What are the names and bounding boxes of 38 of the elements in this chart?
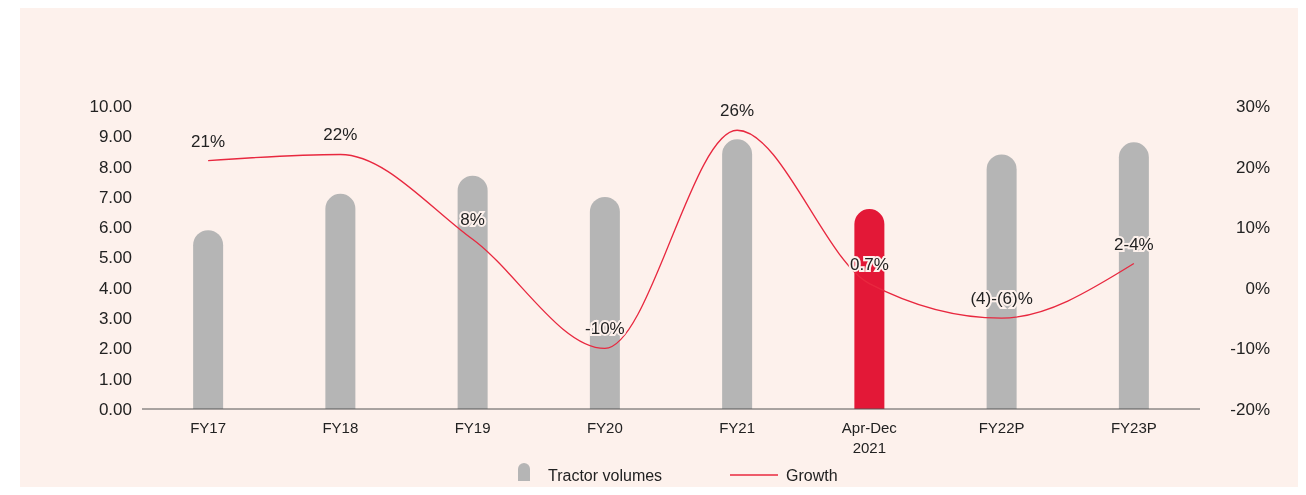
bar: [325, 193, 356, 409]
x-tick-label: FY22P: [978, 419, 1025, 436]
y-tick-label: 6.00: [98, 218, 132, 238]
y-tick-label: 7.00: [98, 187, 132, 207]
y2-tick-label: 20%: [1235, 157, 1270, 177]
y2-tick-label: 0%: [1245, 278, 1270, 298]
y-tick-label: 1.00: [98, 369, 132, 389]
data-label: -10%: [585, 319, 625, 339]
data-label: 26%: [720, 101, 755, 121]
data-label: 21%: [191, 131, 226, 151]
data-label: 22%: [323, 125, 358, 145]
y2-tick-label: 10%: [1235, 218, 1270, 238]
x-tick-label: FY17: [190, 419, 227, 436]
legend-label: Tractor volumes: [548, 466, 663, 484]
y-tick-label: 4.00: [98, 278, 132, 298]
x-tick-label: FY23P: [1110, 419, 1157, 436]
bar: [457, 175, 488, 409]
y-tick-label: 3.00: [98, 309, 132, 329]
annotation: 2-4%: [1114, 234, 1154, 254]
y-tick-label: 9.00: [98, 127, 132, 147]
y2-tick-label: -20%: [1230, 399, 1270, 419]
data-label: 8%: [460, 210, 485, 230]
y-tick-label: 8.00: [98, 157, 132, 177]
x-tick-label: FY18: [322, 419, 359, 436]
x-tick-label: FY20: [586, 419, 623, 436]
y-tick-label: 0.00: [98, 399, 132, 419]
annotation: (4)-(6)%: [970, 289, 1033, 309]
y-tick-label: 5.00: [98, 248, 132, 268]
bar: [193, 230, 224, 409]
x-tick-label: FY19: [454, 419, 491, 436]
y-tick-label: 10.00: [89, 96, 132, 116]
bar: [722, 139, 753, 409]
x-tick-label: FY21: [719, 419, 756, 436]
legend-label: Growth: [786, 466, 838, 484]
y2-tick-label: 30%: [1235, 96, 1270, 116]
y2-tick-label: -10%: [1230, 339, 1270, 359]
x-tick-label: Apr-Dec 2021: [841, 419, 898, 456]
y-tick-label: 2.00: [98, 339, 132, 359]
